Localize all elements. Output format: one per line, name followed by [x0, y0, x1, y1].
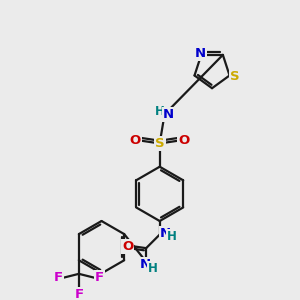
Text: N: N [160, 227, 171, 240]
Text: F: F [95, 271, 104, 284]
Text: F: F [54, 271, 63, 284]
Text: S: S [155, 137, 164, 150]
Text: H: H [155, 105, 165, 118]
Text: O: O [122, 240, 133, 253]
Text: H: H [167, 230, 177, 243]
Text: H: H [148, 262, 158, 275]
Text: N: N [140, 258, 151, 271]
Text: O: O [130, 134, 141, 147]
Text: F: F [74, 288, 83, 300]
Text: S: S [230, 70, 239, 83]
Text: N: N [195, 47, 206, 60]
Text: O: O [178, 134, 190, 147]
Text: N: N [163, 108, 174, 121]
